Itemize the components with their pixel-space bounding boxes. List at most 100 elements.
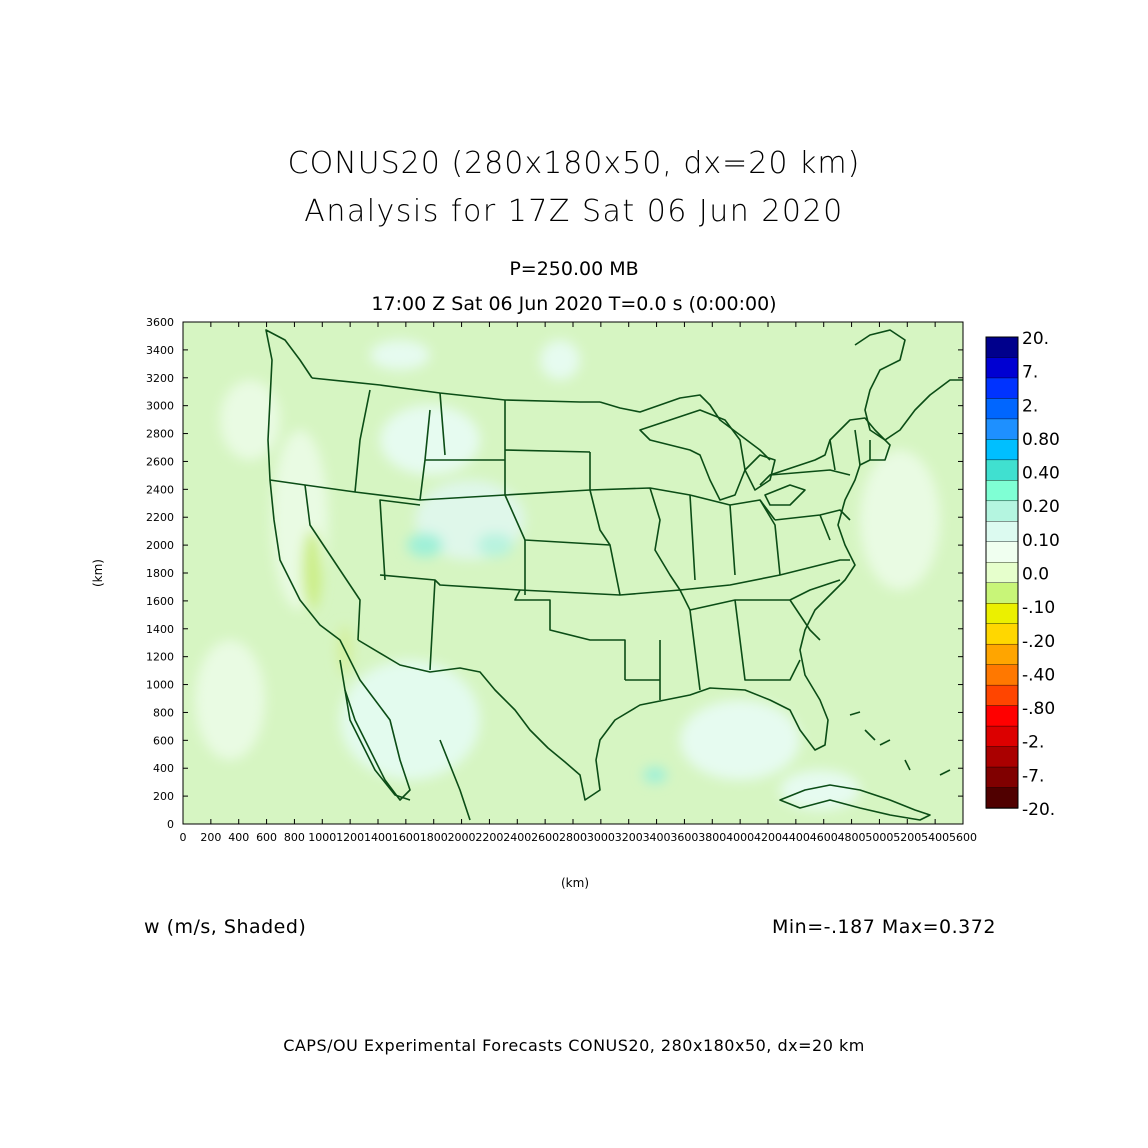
y-tick-label: 1200 — [146, 651, 174, 664]
x-tick-label: 5200 — [893, 831, 921, 844]
x-tick-label: 4400 — [782, 831, 810, 844]
colorbar-swatch — [985, 725, 1019, 748]
colorbar-swatch — [985, 664, 1019, 686]
colorbar-swatch — [985, 623, 1019, 645]
cuba — [779, 784, 931, 821]
y-tick-label: 800 — [153, 706, 174, 719]
colorbar-swatch — [985, 787, 1019, 809]
y-tick-label: 3200 — [146, 372, 174, 385]
colorbar-label: 0.80 — [1022, 430, 1060, 450]
colorbar-swatch — [985, 684, 1019, 707]
colorbar-swatch — [985, 603, 1019, 625]
y-tick-label: 2800 — [146, 428, 174, 441]
x-tick-label: 3400 — [643, 831, 671, 844]
y-tick-label: 400 — [153, 762, 174, 775]
x-tick-label: 5600 — [949, 831, 977, 844]
colorbar-swatch — [985, 357, 1019, 379]
x-tick-label: 3200 — [615, 831, 643, 844]
x-tick-label: 1600 — [392, 831, 420, 844]
x-tick-label: 4000 — [726, 831, 754, 844]
colorbar-label: 20. — [1022, 329, 1049, 349]
x-tick-label: 3800 — [698, 831, 726, 844]
y-tick-label: 1400 — [146, 623, 174, 636]
colorbar-swatch — [985, 459, 1019, 482]
x-tick-label: 1400 — [364, 831, 392, 844]
colorbar-label: -.20 — [1022, 632, 1055, 652]
variable-label: w (m/s, Shaded) — [144, 916, 307, 938]
x-tick-label: 800 — [284, 831, 305, 844]
colorbar-swatch — [985, 766, 1019, 789]
colorbar-swatch — [985, 418, 1019, 441]
colorbar-label: -20. — [1022, 800, 1055, 820]
x-tick-label: 0 — [180, 831, 187, 844]
y-axis-ticks: 0 200 400 600 800 1000 1200 1400 1600 1800 2000 220… — [146, 316, 963, 831]
y-tick-label: 1800 — [146, 567, 174, 580]
y-tick-label: 600 — [153, 734, 174, 747]
y-tick-label: 2600 — [146, 455, 174, 468]
x-tick-label: 4600 — [810, 831, 838, 844]
y-tick-label: 0 — [167, 818, 174, 831]
x-tick-label: 2800 — [559, 831, 587, 844]
x-tick-label: 4800 — [838, 831, 866, 844]
x-tick-label: 5000 — [865, 831, 893, 844]
min-max-label: Min=-.187 Max=0.372 — [772, 916, 996, 938]
x-tick-label: 3000 — [587, 831, 615, 844]
x-axis-ticks: 0 200 400 600 800 1000 1200 1400 1600 1800 2000 220… — [180, 322, 977, 844]
x-tick-label: 2400 — [503, 831, 531, 844]
great-lakes — [639, 409, 746, 501]
colorbar-label: 2. — [1022, 396, 1038, 416]
x-tick-label: 600 — [256, 831, 277, 844]
colorbar-swatch — [985, 500, 1019, 523]
y-tick-label: 1000 — [146, 679, 174, 692]
colorbar-swatch — [985, 377, 1019, 400]
colorbar-label: 0.20 — [1022, 497, 1060, 517]
x-tick-label: 1000 — [308, 831, 336, 844]
colorbar-swatch — [985, 336, 1019, 359]
state-and-coastline-boundaries — [265, 329, 963, 821]
colorbar-label: -.10 — [1022, 598, 1055, 618]
x-tick-label: 400 — [228, 831, 249, 844]
us-outline — [265, 329, 891, 801]
plot-title-line2: Analysis for 17Z Sat 06 Jun 2020 — [304, 194, 844, 229]
y-tick-label: 1600 — [146, 595, 174, 608]
colorbar-frame — [985, 336, 1019, 809]
x-tick-label: 5400 — [921, 831, 949, 844]
colorbar-label: -2. — [1022, 733, 1044, 753]
colorbar: 20. 7. 2. 0.80 0.40 0.20 0.10 0.0 -.10 -.20 -.40 -.… — [985, 329, 1060, 820]
x-tick-label: 200 — [200, 831, 221, 844]
footer-caption: CAPS/OU Experimental Forecasts CONUS20, … — [283, 1036, 865, 1055]
x-tick-label: 1200 — [336, 831, 364, 844]
x-tick-label: 3600 — [670, 831, 698, 844]
y-axis-title: (km) — [91, 558, 106, 588]
x-tick-label: 4200 — [754, 831, 782, 844]
colorbar-swatch — [985, 541, 1019, 563]
w-field-shading — [183, 322, 963, 824]
y-tick-label: 3600 — [146, 316, 174, 329]
colorbar-label: -.40 — [1022, 665, 1055, 685]
colorbar-label: 0.40 — [1022, 464, 1060, 484]
pressure-level-label: P=250.00 MB — [509, 258, 639, 280]
plot-title-line1: CONUS20 (280x180x50, dx=20 km) — [287, 146, 861, 181]
colorbar-label: 0.0 — [1022, 565, 1049, 585]
colorbar-swatch — [985, 643, 1019, 666]
x-tick-label: 2200 — [475, 831, 503, 844]
x-axis-title: (km) — [561, 876, 590, 890]
y-tick-label: 3400 — [146, 344, 174, 357]
y-tick-label: 2000 — [146, 539, 174, 552]
colorbar-swatch — [985, 582, 1019, 604]
colorbar-label: 7. — [1022, 363, 1038, 383]
valid-time-label: 17:00 Z Sat 06 Jun 2020 T=0.0 s (0:00:00… — [371, 293, 777, 315]
colorbar-swatch — [985, 480, 1019, 502]
y-tick-label: 2400 — [146, 483, 174, 496]
colorbar-label: -.80 — [1022, 699, 1055, 719]
colorbar-label: -7. — [1022, 766, 1044, 786]
colorbar-swatch — [985, 439, 1019, 461]
colorbar-swatch — [985, 521, 1019, 543]
colorbar-swatch — [985, 746, 1019, 768]
y-tick-label: 200 — [153, 790, 174, 803]
x-tick-label: 2000 — [448, 831, 476, 844]
colorbar-swatch — [985, 562, 1019, 584]
y-tick-label: 3000 — [146, 400, 174, 413]
x-tick-label: 2600 — [531, 831, 559, 844]
